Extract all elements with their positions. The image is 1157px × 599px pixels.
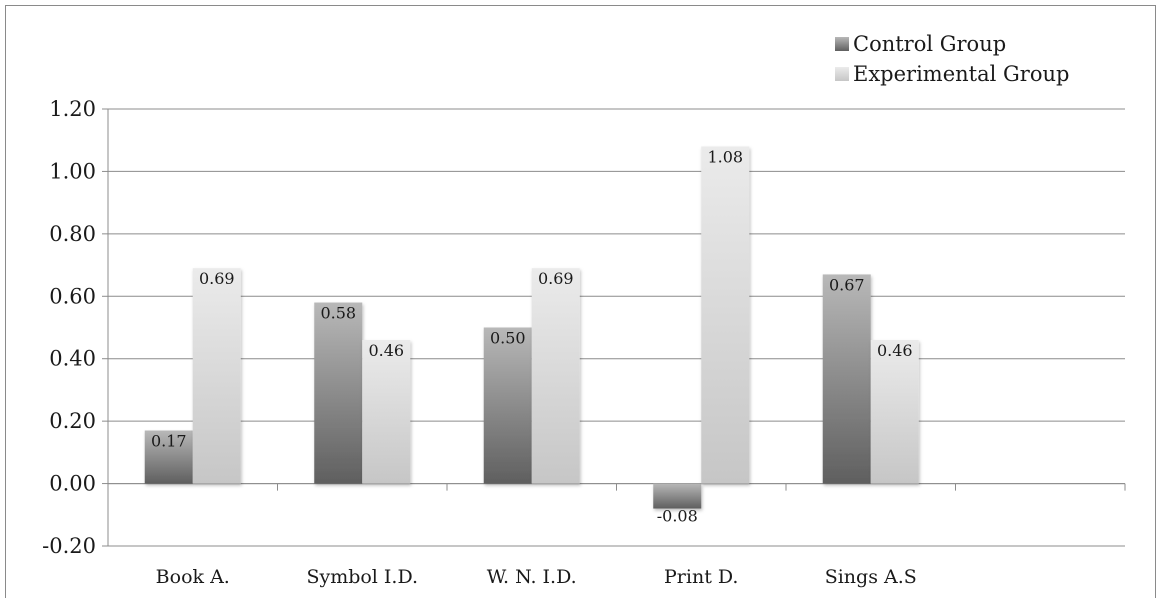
- x-category-label: Symbol I.D.: [306, 566, 418, 588]
- control-group-data-label: 0.67: [829, 275, 865, 294]
- x-category-label: Book A.: [156, 566, 230, 588]
- bars: [144, 146, 919, 509]
- control-group-data-label: 0.17: [151, 432, 187, 451]
- y-tick-label: 1.00: [49, 159, 96, 183]
- control-group-data-label: 0.50: [490, 329, 526, 348]
- control-group-data-label: -0.08: [657, 507, 698, 526]
- experimental-group-bar: [701, 146, 750, 484]
- y-tick-label: 0.00: [49, 472, 96, 496]
- experimental-group-data-label: 0.69: [538, 269, 574, 288]
- x-category-label: W. N. I.D.: [487, 566, 577, 588]
- experimental-group-bar: [870, 339, 919, 484]
- control-group-bar: [822, 274, 871, 484]
- y-tick-label: 0.60: [49, 284, 96, 308]
- experimental-group-data-label: 0.46: [368, 341, 404, 360]
- legend: Control Group Experimental Group: [835, 32, 1069, 86]
- y-tick-label: 0.40: [49, 347, 96, 371]
- control-group-bar: [483, 327, 532, 484]
- experimental-group-data-label: 1.08: [707, 147, 743, 166]
- y-tick-label: -0.20: [42, 534, 96, 558]
- control-group-bar: [144, 430, 193, 484]
- experimental-group-data-label: 0.69: [199, 269, 235, 288]
- legend-label-control-group: Control Group: [853, 32, 1006, 56]
- legend-swatch-control-group: [835, 37, 849, 51]
- experimental-group-bar: [531, 268, 580, 484]
- data-labels: 0.17 0.58 0.50 -0.08 0.67 0.69 0.46 0.69 1.08 0.4…: [151, 147, 913, 525]
- x-category-label: Print D.: [664, 566, 738, 588]
- experimental-group-data-label: 0.46: [877, 341, 913, 360]
- control-group-bar: [314, 302, 363, 484]
- chart-frame: [5, 5, 1156, 598]
- gridlines: [108, 108, 1125, 547]
- x-category-label: Sings A.S: [825, 566, 917, 588]
- x-axis-ticks: Book A. Symbol I.D. W. N. I.D. Print D. Sing…: [156, 483, 1126, 588]
- control-group-bar: [653, 483, 702, 509]
- experimental-group-bar: [192, 268, 241, 484]
- legend-swatch-experimental-group: [835, 67, 849, 81]
- control-group-data-label: 0.58: [320, 304, 356, 323]
- y-tick-label: 0.20: [49, 409, 96, 433]
- experimental-group-bar: [362, 339, 411, 484]
- y-tick-label: 0.80: [49, 222, 96, 246]
- y-axis-ticks: -0.20 0.00 0.20 0.40 0.60 0.80 1.00 1.20: [42, 97, 108, 558]
- axes: [107, 109, 1125, 546]
- y-tick-label: 1.20: [49, 97, 96, 121]
- legend-label-experimental-group: Experimental Group: [853, 62, 1069, 86]
